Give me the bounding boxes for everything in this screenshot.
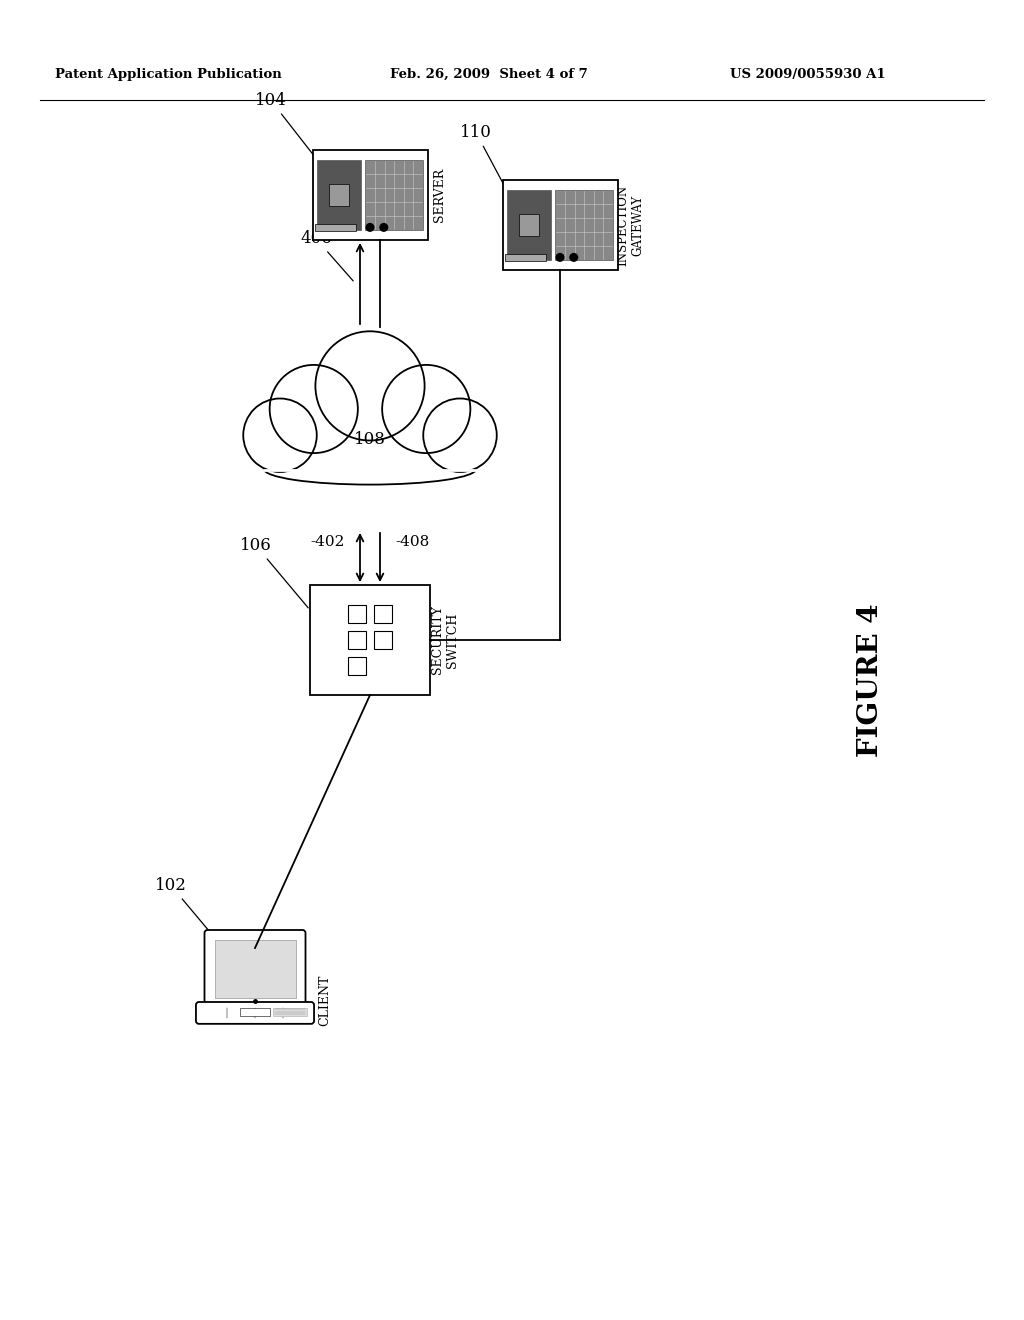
Circle shape [382,364,470,453]
Bar [330,185,349,206]
Text: US 2009/0055930 A1: US 2009/0055930 A1 [730,69,886,81]
Bar [503,180,617,271]
Bar [348,605,366,623]
Bar [507,190,551,260]
Circle shape [380,223,388,231]
Bar [348,631,366,649]
Text: 106: 106 [240,537,308,609]
Text: 108: 108 [354,432,386,449]
Bar [519,214,539,235]
Circle shape [367,223,374,231]
Bar [505,253,546,261]
FancyBboxPatch shape [196,1002,314,1024]
Text: -408: -408 [395,535,429,549]
Circle shape [423,399,497,473]
Bar [317,160,360,230]
Circle shape [244,399,316,473]
Bar [348,657,366,675]
Text: CLIENT: CLIENT [318,974,332,1026]
Bar [374,631,392,649]
Bar [555,190,613,260]
Text: SECURITY
SWITCH: SECURITY SWITCH [431,606,459,675]
Text: 110: 110 [460,124,504,185]
Text: 102: 102 [155,876,223,948]
Text: 406: 406 [300,230,353,281]
Bar [240,1008,270,1016]
Text: 104: 104 [255,92,313,154]
Bar [374,605,392,623]
Circle shape [269,364,357,453]
Text: INSPECTION
GATEWAY: INSPECTION GATEWAY [616,185,644,265]
Bar [273,1008,307,1016]
Circle shape [570,253,578,261]
Text: Feb. 26, 2009  Sheet 4 of 7: Feb. 26, 2009 Sheet 4 of 7 [390,69,588,81]
Text: -402: -402 [310,535,345,549]
Bar [264,420,476,483]
Text: SERVER: SERVER [433,168,446,222]
Bar [314,224,356,231]
Bar [214,940,296,998]
Circle shape [556,253,564,261]
Bar [312,150,427,240]
Circle shape [315,331,425,441]
Text: Patent Application Publication: Patent Application Publication [55,69,282,81]
Bar [310,585,430,696]
Bar [366,160,423,230]
Text: FIGURE 4: FIGURE 4 [856,603,884,756]
FancyBboxPatch shape [205,931,305,1008]
